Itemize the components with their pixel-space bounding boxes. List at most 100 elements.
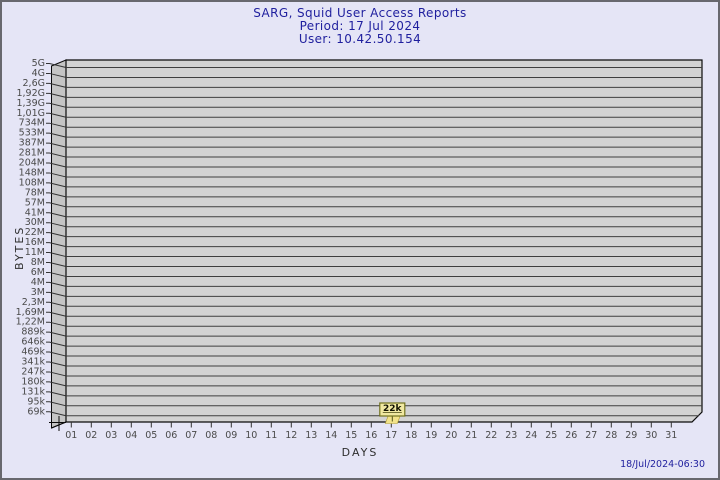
y-tick-label: 1,22M (16, 317, 45, 328)
x-tick-label: 17 (385, 430, 397, 441)
x-tick-label: 10 (245, 430, 257, 441)
y-tick-label: 78M (25, 187, 45, 198)
x-tick-label: 30 (645, 430, 657, 441)
x-tick-label: 24 (525, 430, 537, 441)
y-tick (46, 232, 67, 238)
x-tick-label: 15 (345, 430, 357, 441)
x-tick-label: 07 (185, 430, 197, 441)
y-tick (46, 82, 67, 88)
y-tick (46, 142, 67, 148)
y-tick-label: 646k (21, 337, 45, 348)
y-tick-label: 469k (21, 347, 45, 358)
y-tick (46, 162, 67, 168)
y-tick-label: 131k (21, 386, 45, 397)
y-tick (46, 202, 67, 208)
y-tick-label: 108M (19, 177, 45, 188)
x-tick-label: 04 (125, 430, 137, 441)
y-tick-label: 180k (21, 376, 45, 387)
x-tick-label: 13 (305, 430, 317, 441)
x-tick-label: 18 (405, 430, 417, 441)
x-tick-label: 20 (445, 430, 457, 441)
y-tick-label: 11M (25, 247, 45, 258)
x-tick-label: 02 (85, 430, 97, 441)
x-tick-label: 14 (325, 430, 337, 441)
y-tick (46, 122, 67, 128)
y-tick (46, 321, 67, 327)
y-tick (46, 341, 67, 347)
y-tick (46, 291, 67, 297)
y-tick-label: 3M (31, 287, 45, 298)
y-tick-label: 22M (25, 227, 45, 238)
y-tick (46, 311, 67, 317)
y-tick (46, 92, 67, 98)
y-tick (46, 132, 67, 138)
value-tag-label: 22k (383, 404, 403, 414)
x-tick-label: 25 (545, 430, 557, 441)
x-tick-label: 08 (205, 430, 217, 441)
wall-bottom-edge (51, 421, 67, 429)
x-tick-label: 22 (485, 430, 497, 441)
y-tick (46, 172, 67, 178)
y-tick-label: 148M (19, 167, 45, 178)
y-tick (46, 301, 67, 307)
plot-face (65, 59, 703, 423)
chart-user: User: 10.42.50.154 (298, 32, 422, 46)
y-tick-label: 69k (27, 406, 45, 417)
chart-period: Period: 17 Jul 2024 (299, 19, 421, 33)
y-tick-label: 57M (25, 197, 45, 208)
y-tick (46, 212, 67, 218)
y-tick-label: 16M (25, 237, 45, 248)
y-tick-label: 533M (19, 128, 45, 139)
y-tick (46, 411, 67, 417)
y-tick (46, 152, 67, 158)
y-tick (46, 351, 67, 357)
y-tick (46, 262, 67, 267)
y-tick-label: 1,69M (16, 307, 45, 318)
y-tick (46, 361, 67, 367)
y-tick (46, 331, 67, 337)
x-tick-label: 12 (285, 430, 297, 441)
y-tick-label: 204M (19, 158, 45, 169)
y-tick (46, 371, 67, 377)
y-tick-label: 1,39G (16, 98, 45, 109)
x-tick-label: 01 (65, 430, 77, 441)
y-tick-label: 889k (21, 327, 45, 338)
y-tick-label: 1,01G (16, 108, 45, 119)
y-tick-label: 734M (19, 118, 45, 129)
x-tick-label: 09 (225, 430, 237, 441)
y-tick (46, 401, 67, 407)
y-tick-label: 341k (21, 357, 45, 368)
x-tick-label: 29 (625, 430, 637, 441)
y-tick-label: 387M (19, 138, 45, 149)
y-axis-title: BYTES (13, 225, 26, 270)
y-tick-label: 247k (21, 366, 45, 377)
y-tick (46, 182, 67, 188)
x-tick-label: 21 (465, 430, 477, 441)
x-tick-label: 05 (145, 430, 157, 441)
y-tick (46, 281, 67, 287)
y-tick-label: 8M (31, 257, 45, 268)
y-tick (46, 63, 67, 68)
y-tick (46, 271, 67, 277)
y-tick (46, 381, 67, 387)
y-tick-label: 281M (19, 148, 45, 159)
y-tick (46, 391, 67, 397)
x-tick-label: 27 (585, 430, 597, 441)
y-tick-label: 95k (27, 396, 45, 407)
y-tick-label: 5G (32, 58, 45, 69)
y-tick-label: 6M (31, 267, 45, 278)
title-block: SARG, Squid User Access Reports Period: … (2, 7, 718, 46)
x-axis-title: DAYS (341, 446, 379, 459)
y-tick (46, 192, 67, 198)
y-tick-label: 4G (32, 68, 45, 79)
render-timestamp: 18/Jul/2024-06:30 (620, 459, 705, 470)
y-tick (46, 102, 67, 108)
y-tick-label: 4M (31, 277, 45, 288)
y-tick (46, 252, 67, 258)
x-tick-label: 31 (665, 430, 677, 441)
x-tick-label: 16 (365, 430, 377, 441)
x-tick-label: 03 (105, 430, 117, 441)
y-tick-label: 2,6G (23, 78, 45, 89)
